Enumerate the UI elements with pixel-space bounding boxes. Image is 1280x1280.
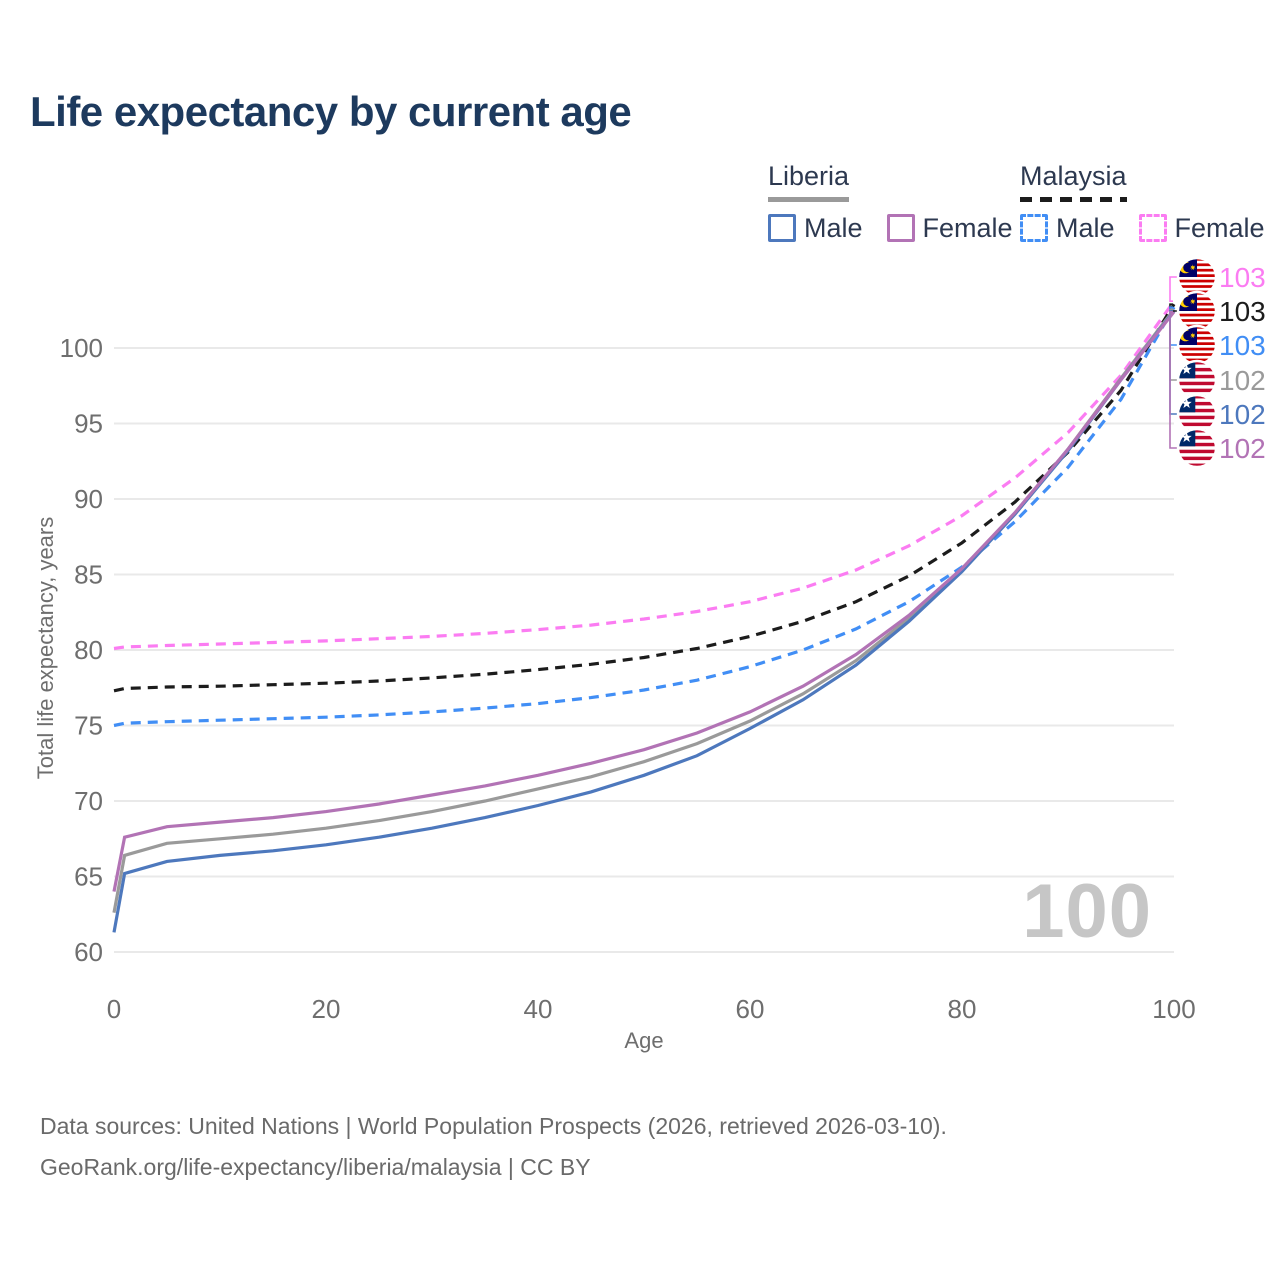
malaysia-male-label[interactable]: Male: [1056, 212, 1115, 243]
malaysia-flag-icon: [1176, 290, 1218, 332]
malaysia-male-swatch[interactable]: [1020, 214, 1048, 242]
liberia-flag-icon: [1176, 427, 1218, 469]
series-line-liberia-male: [112, 310, 1176, 933]
y-tick-65: 65: [74, 862, 103, 892]
footer: Data sources: United Nations | World Pop…: [40, 1106, 947, 1188]
series-line-malaysia-both-sexes: [113, 303, 1176, 693]
malaysia-flag-icon: [1176, 324, 1218, 366]
malaysia-female-label[interactable]: Female: [1174, 212, 1265, 243]
y-tick-90: 90: [74, 484, 103, 514]
y-tick-75: 75: [74, 711, 103, 741]
series-line-malaysia-female: [113, 300, 1176, 651]
malaysia-flag-icon: [1176, 256, 1218, 298]
legend-group-malaysia: Malaysia Male Female: [1020, 161, 1280, 244]
legend-country-liberia[interactable]: Liberia: [768, 161, 850, 202]
footer-attribution: GeoRank.org/life-expectancy/liberia/mala…: [40, 1154, 591, 1180]
footer-data-sources: Data sources: United Nations | World Pop…: [40, 1113, 947, 1139]
malaysia-dashed-line-swatch: [1020, 197, 1127, 202]
leader-line: [1169, 276, 1177, 302]
x-tick-0: 0: [107, 994, 121, 1024]
liberia-female-label[interactable]: Female: [922, 212, 1013, 243]
liberia-male-swatch[interactable]: [768, 214, 796, 242]
liberia-female-swatch[interactable]: [886, 214, 915, 242]
legend-group-liberia: Liberia Male Female: [768, 161, 1029, 244]
x-tick-80: 80: [948, 994, 977, 1024]
end-value-label: 102: [1219, 399, 1266, 430]
liberia-male-label[interactable]: Male: [804, 212, 863, 243]
leader-line: [1169, 310, 1177, 415]
end-value-label: 102: [1219, 433, 1266, 464]
legend-country-liberia-label: Liberia: [768, 161, 850, 191]
y-tick-100: 100: [60, 333, 103, 363]
end-value-label: 103: [1219, 296, 1266, 327]
end-value-label: 103: [1219, 330, 1266, 361]
leader-line: [1169, 311, 1177, 449]
series-line-liberia-female: [112, 310, 1176, 892]
end-value-label: 103: [1219, 262, 1266, 293]
x-tick-40: 40: [524, 994, 553, 1024]
x-tick-100: 100: [1152, 994, 1195, 1024]
page-title: Life expectancy by current age: [30, 88, 632, 135]
liberia-flag-icon: [1176, 393, 1218, 435]
x-tick-60: 60: [736, 994, 765, 1024]
end-value-label: 102: [1219, 365, 1266, 396]
current-age-watermark: 100: [1022, 869, 1152, 954]
y-tick-70: 70: [74, 786, 103, 816]
y-tick-80: 80: [74, 635, 103, 665]
y-axis-title: Total life expectancy, years: [33, 516, 58, 780]
malaysia-female-swatch[interactable]: [1138, 214, 1167, 242]
liberia-flag-icon: [1176, 359, 1218, 401]
legend-country-malaysia[interactable]: Malaysia: [1020, 161, 1127, 202]
x-tick-20: 20: [312, 994, 341, 1024]
liberia-solid-line-swatch: [768, 197, 850, 202]
y-tick-60: 60: [74, 937, 103, 967]
y-tick-85: 85: [74, 560, 103, 590]
legend-country-malaysia-label: Malaysia: [1020, 161, 1127, 191]
y-tick-95: 95: [74, 409, 103, 439]
series-line-liberia-both-sexes: [112, 308, 1176, 913]
x-axis-title: Age: [624, 1028, 664, 1053]
